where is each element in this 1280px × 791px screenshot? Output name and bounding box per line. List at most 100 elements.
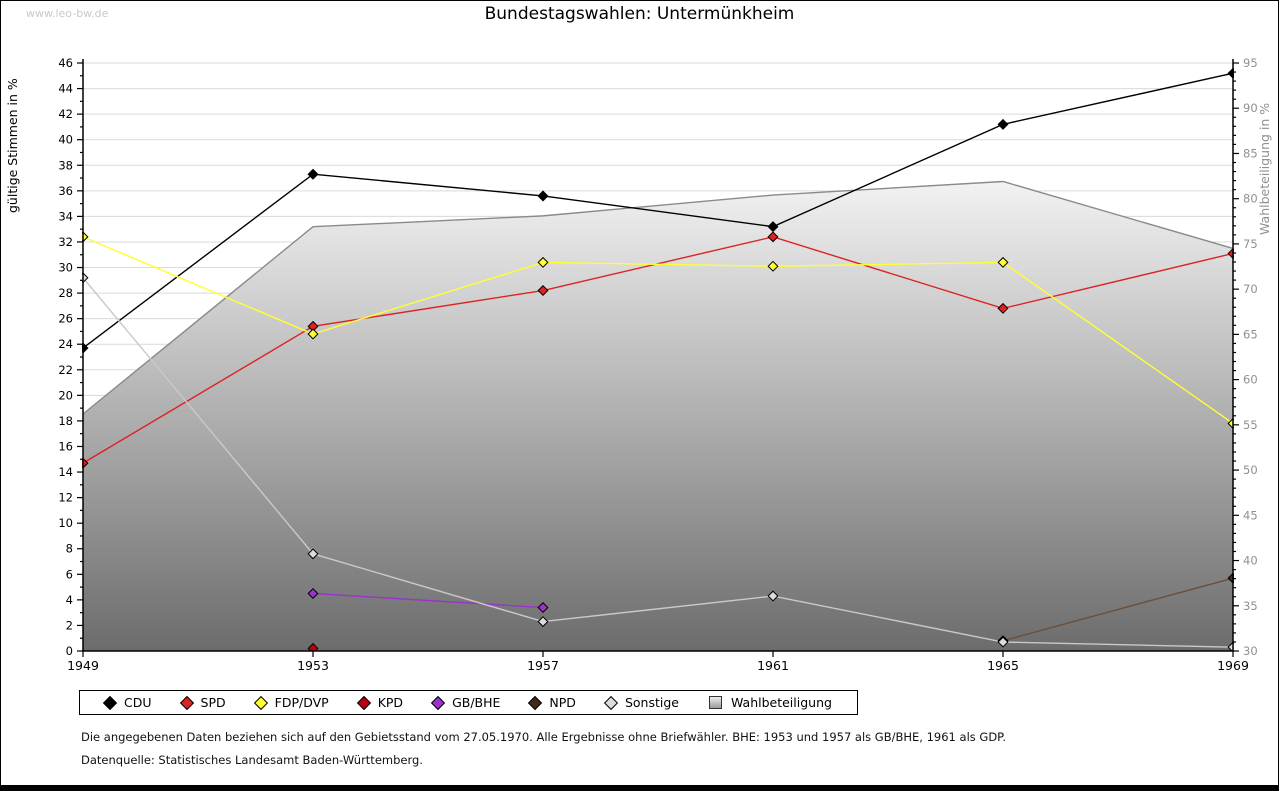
left-tick-label: 4 [66,593,73,607]
watermark: www.leo-bw.de [26,7,109,20]
right-tick-label: 75 [1243,237,1258,251]
legend-marker-diamond-kpd [356,695,371,710]
x-tick-label-1949: 1949 [67,658,99,673]
right-tick-label: 45 [1243,508,1258,522]
legend-marker-diamond-cdu [102,695,118,710]
data-point-fdp-dvp-1953 [307,328,319,340]
series-line-cdu [82,72,1234,349]
left-tick-label: 32 [58,235,73,249]
right-axis-title: Wahlbeteiligung in % [1257,103,1272,235]
legend-item-sonstige: Sonstige [591,695,694,710]
series-line-gb-bhe [312,592,544,609]
plot-area [82,62,1234,651]
legend-label-npd: NPD [549,695,576,710]
data-point-spd-1957 [537,285,549,297]
data-point-kpd-1953 [307,642,319,651]
page-title: Bundestagswahlen: Untermünkheim [484,4,795,24]
turnout-area-border [82,180,1234,415]
left-tick-label: 6 [66,567,73,581]
line-chart: 0246810121416182022242628303234363840424… [5,56,1272,673]
legend-label-spd: SPD [200,695,226,710]
left-tick-label: 14 [58,465,73,479]
right-tick-label: 85 [1243,146,1258,160]
turnout-area [83,181,1233,651]
left-tick-label: 24 [58,337,73,351]
data-point-fdp-dvp-1965 [997,256,1009,268]
left-tick-label: 12 [58,491,73,505]
left-tick-label: 28 [58,286,73,300]
legend-marker-diamond-npd [528,695,543,710]
left-tick-label: 0 [66,644,73,658]
legend-label-fdp-dvp: FDP/DVP [274,695,329,710]
right-tick-label: 40 [1243,554,1258,568]
left-tick-label: 8 [66,542,73,556]
legend-label-gb-bhe: GB/BHE [452,695,501,710]
left-tick-label: 38 [58,158,73,172]
legend-item-cdu: CDU [90,695,167,710]
right-tick-label: 55 [1243,418,1258,432]
legend-label-wahlbeteiligung: Wahlbeteiligung [730,695,832,710]
legend-item-gb-bhe: GB/BHE [418,695,515,710]
legend-marker-square-wahlbeteiligung [708,696,722,709]
x-tick-label-1965: 1965 [987,658,1019,673]
right-tick-label: 50 [1243,463,1258,477]
footnote-datenquelle: Datenquelle: Statistisches Landesamt Bad… [81,753,423,767]
series-line-sonstige [82,277,1234,648]
legend-marker-diamond-sonstige [603,695,619,710]
left-tick-label: 36 [58,184,73,198]
x-tick-label-1969: 1969 [1217,658,1249,673]
right-tick-label: 70 [1243,282,1258,296]
legend-marker-diamond-spd [179,695,194,710]
right-tick-label: 30 [1243,644,1258,658]
right-tick-label: 80 [1243,192,1258,206]
legend-label-cdu: CDU [124,695,152,710]
legend-item-spd: SPD [167,695,241,710]
legend-item-fdp-dvp: FDP/DVP [241,695,344,710]
data-point-sonstige-1953 [307,548,319,560]
left-tick-label: 42 [58,107,73,121]
left-tick-label: 22 [58,363,73,377]
left-tick-label: 44 [58,82,73,96]
data-point-cdu-1965 [997,118,1009,130]
legend-marker-diamond-fdp-dvp [253,695,268,710]
left-tick-label: 34 [58,209,73,223]
left-axis-title: gültige Stimmen in % [5,78,20,213]
axes: 0246810121416182022242628303234363840424… [58,56,1257,673]
right-tick-label: 95 [1243,56,1258,70]
data-point-gb-bhe-1953 [307,587,319,599]
data-point-spd-1965 [997,302,1009,314]
footnote-gebietsstand: Die angegebenen Daten beziehen sich auf … [81,730,1006,744]
data-point-sonstige-1961 [767,590,779,602]
series-line-npd [1002,577,1234,642]
legend-label-sonstige: Sonstige [624,695,679,710]
data-point-fdp-dvp-1957 [537,256,549,268]
legend-marker-diamond-gb-bhe [430,695,446,710]
data-point-sonstige-1957 [537,616,549,628]
legend-item-kpd: KPD [344,695,418,710]
left-tick-label: 46 [58,56,73,70]
x-tick-label-1957: 1957 [527,658,559,673]
x-tick-label-1953: 1953 [297,658,329,673]
right-tick-label: 60 [1243,373,1258,387]
left-tick-label: 18 [58,414,73,428]
right-tick-label: 90 [1243,101,1258,115]
left-tick-label: 2 [66,618,73,632]
legend-item-npd: NPD [515,695,591,710]
left-tick-label: 40 [58,133,73,147]
left-tick-label: 20 [58,388,73,402]
left-tick-label: 30 [58,261,73,275]
data-point-sonstige-1965 [997,636,1009,648]
right-tick-label: 65 [1243,327,1258,341]
legend: CDU SPD FDP/DVP KPD GB/BHE NPD Sonstige Wahlbet… [79,690,858,715]
left-tick-label: 10 [58,516,73,530]
x-tick-label-1961: 1961 [757,658,789,673]
data-point-cdu-1957 [537,190,549,202]
data-point-gb-bhe-1957 [537,602,549,614]
left-tick-label: 16 [58,439,73,453]
data-point-spd-1961 [767,231,779,243]
right-tick-label: 35 [1243,599,1258,613]
legend-label-kpd: KPD [377,695,404,710]
data-point-cdu-1953 [307,168,319,180]
left-tick-label: 26 [58,312,73,326]
